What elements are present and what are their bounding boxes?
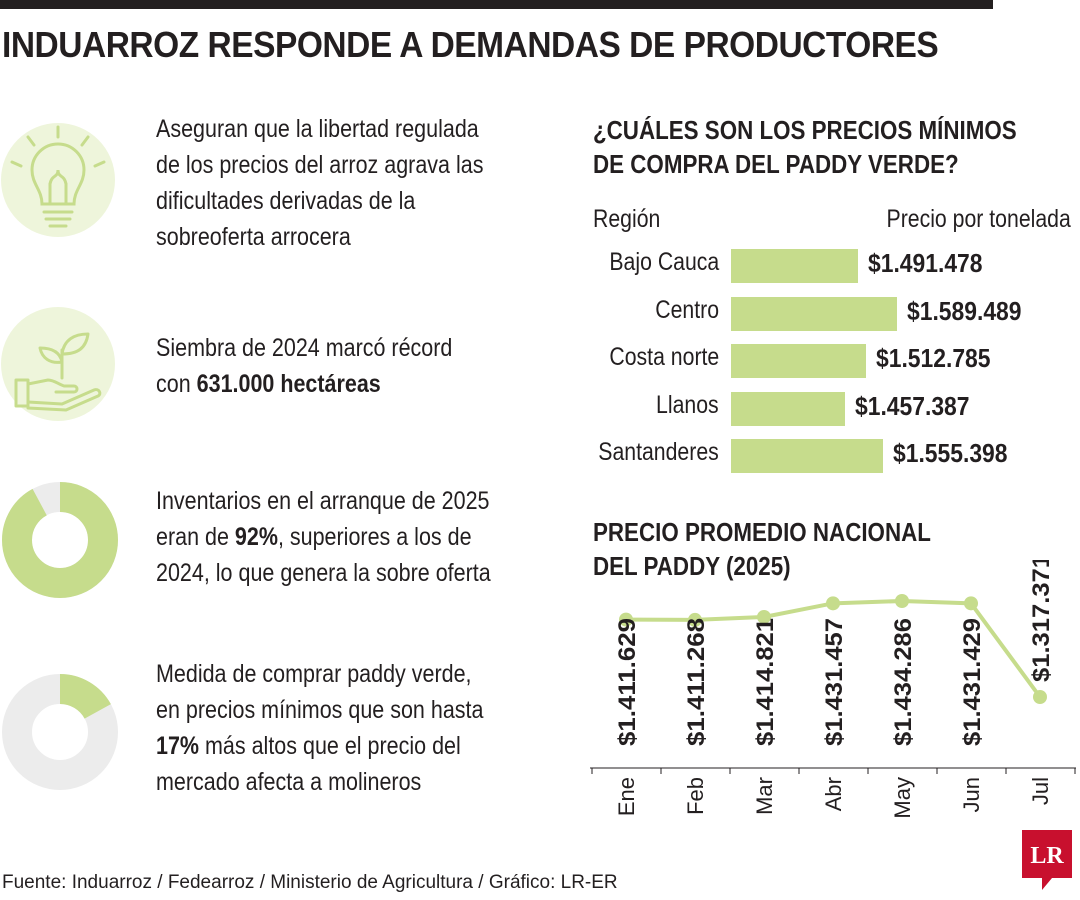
region-label: Centro (655, 295, 719, 324)
x-tick-label: Ene (614, 777, 639, 816)
info-item-1: Aseguran que la libertad regulada de los… (156, 111, 491, 255)
region-column-header: Región (593, 205, 661, 233)
data-label: $1.317.371 (1028, 560, 1055, 682)
bar-row: Llanos $1.457.387 (0, 389, 1080, 429)
price-bar (731, 249, 858, 283)
highlight-value: 631.000 hectáreas (196, 370, 381, 398)
plant-in-hand-icon (1, 307, 115, 421)
info-text: Inventarios en el arranque de 2025 eran … (156, 487, 491, 587)
price-value-label: $1.555.398 (893, 438, 1008, 468)
data-label: $1.434.286 (890, 618, 917, 746)
price-bar (731, 439, 883, 473)
data-label: $1.431.457 (821, 618, 848, 746)
price-bar (731, 391, 845, 426)
data-point (895, 594, 909, 608)
price-bar (731, 296, 897, 331)
x-tick-label: May (890, 777, 915, 819)
price-bar (731, 344, 866, 378)
bar-chart-title: ¿CUÁLES SON LOS PRECIOS MÍNIMOS DE COMPR… (593, 115, 1017, 179)
data-label: $1.411.268 (683, 618, 710, 746)
data-point (1033, 690, 1047, 704)
data-point (826, 596, 840, 611)
data-label: $1.411.629 (614, 618, 641, 746)
region-label: Bajo Cauca (609, 248, 719, 276)
region-label: Llanos (656, 390, 719, 419)
source-note: Fuente: Induarroz / Fedearroz / Minister… (2, 872, 618, 893)
price-value-label: $1.457.387 (855, 390, 970, 421)
info-text: Medida de comprar paddy verde, en precio… (156, 660, 484, 796)
top-rule (0, 0, 993, 9)
price-column-header: Precio por tonelada (886, 205, 1071, 233)
data-label: $1.414.821 (752, 618, 779, 746)
highlight-value: 92% (234, 523, 278, 551)
bar-row: Bajo Cauca $1.491.478 (0, 246, 1080, 286)
highlight-value: 17% (156, 732, 200, 760)
data-point (688, 612, 702, 627)
info-text: Siembra de 2024 marcó récord con 631.000… (156, 334, 453, 398)
info-item-4: Medida de comprar paddy verde, en precio… (156, 656, 491, 800)
line-chart-title: PRECIO PROMEDIO NACIONAL DEL PADDY (2025… (593, 517, 931, 581)
data-label: $1.431.429 (959, 618, 986, 746)
region-label: Santanderes (598, 438, 719, 466)
data-point (757, 609, 771, 624)
price-value-label: $1.491.478 (868, 248, 983, 278)
x-tick-label: Jun (959, 777, 984, 812)
region-label: Costa norte (609, 343, 719, 371)
donut-92-icon (2, 482, 118, 598)
x-tick-label: Jul (1028, 777, 1053, 805)
price-value-label: $1.512.785 (876, 343, 991, 373)
lr-logo: LR (1022, 830, 1072, 890)
bar-row: Santanderes $1.555.398 (0, 436, 1080, 476)
svg-text:LR: LR (1030, 843, 1064, 869)
info-item-2: Siembra de 2024 marcó récord con 631.000… (156, 330, 491, 402)
info-text: Aseguran que la libertad regulada de los… (156, 115, 484, 251)
data-point (964, 596, 978, 611)
lightbulb-icon (1, 123, 115, 237)
info-item-3: Inventarios en el arranque de 2025 eran … (156, 483, 491, 591)
bar-row: Centro $1.589.489 (0, 294, 1080, 334)
page-title: INDUARROZ RESPONDE A DEMANDAS DE PRODUCT… (2, 24, 939, 65)
donut-17-icon (2, 674, 118, 790)
data-point (619, 612, 633, 627)
price-value-label: $1.589.489 (907, 295, 1022, 326)
x-tick-label: Mar (752, 777, 777, 815)
bar-row: Costa norte $1.512.785 (0, 341, 1080, 381)
x-tick-label: Abr (821, 777, 846, 811)
x-tick-label: Feb (683, 777, 708, 815)
line-chart: $1.411.629 Ene $1.411.268 Feb $1.414.821 Mar $… (590, 560, 1076, 819)
